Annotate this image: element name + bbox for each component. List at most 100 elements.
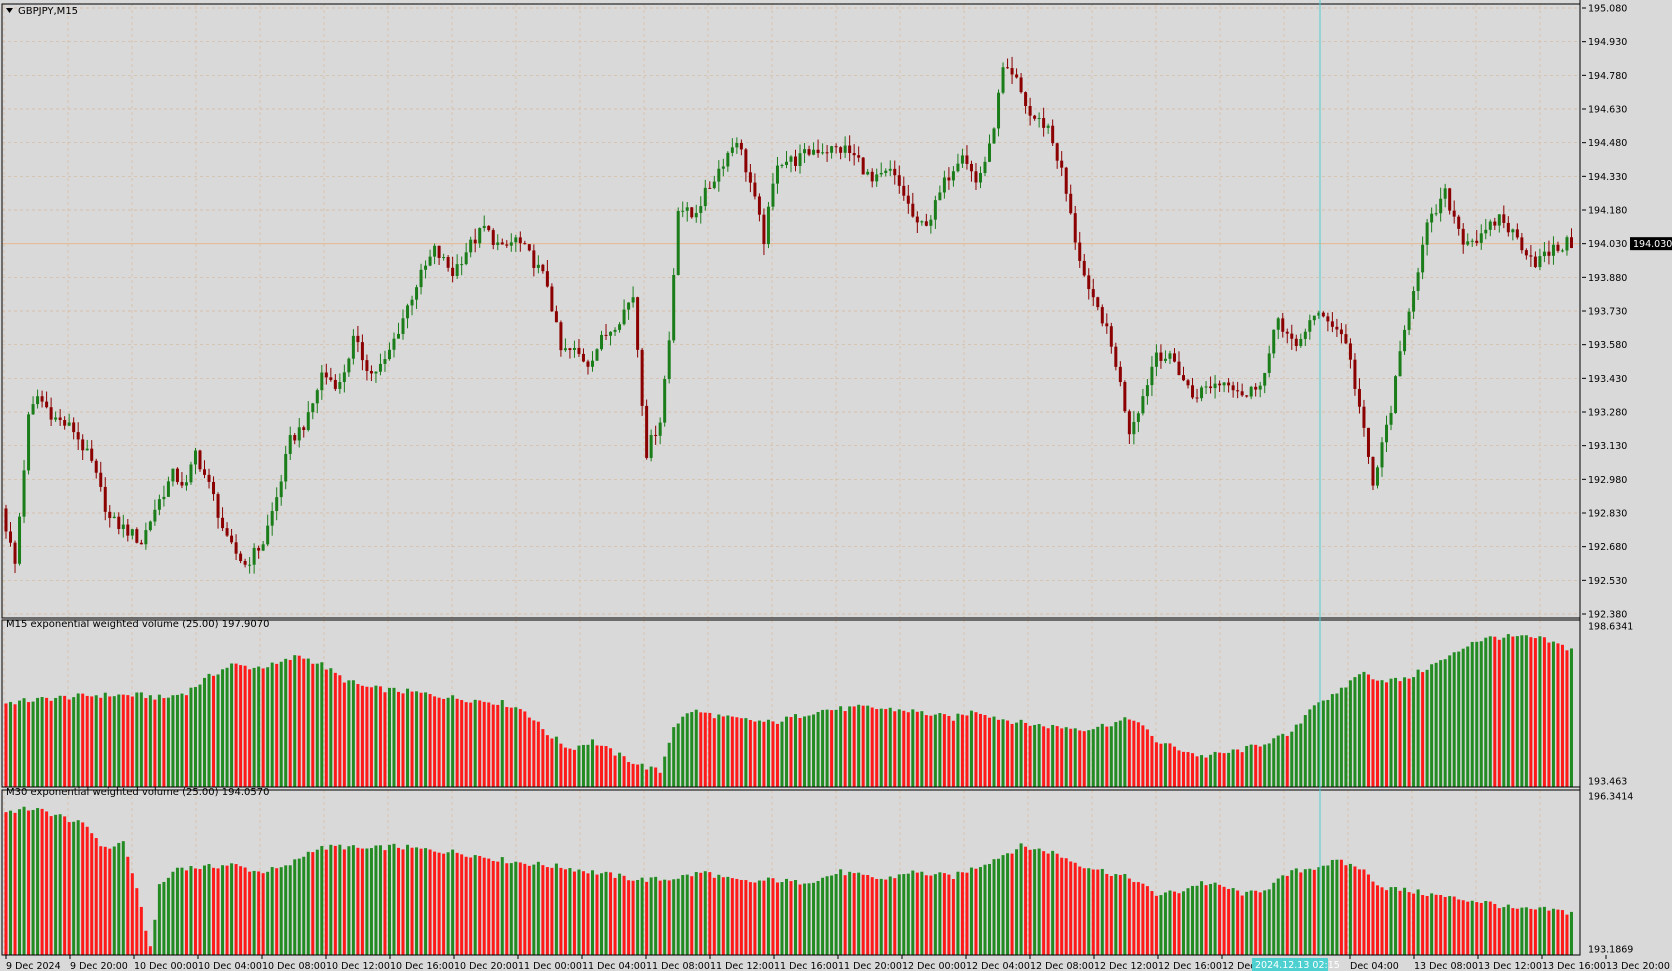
volume-bar: [1556, 643, 1560, 787]
volume-bar: [1069, 861, 1073, 955]
volume-bar: [397, 691, 400, 787]
volume-bar: [1524, 635, 1528, 787]
volume-bar: [1024, 846, 1028, 955]
volume-bar: [360, 685, 364, 787]
volume-bar: [1475, 902, 1479, 955]
volume-bar: [636, 764, 640, 787]
candle-body: [1303, 331, 1307, 339]
candle-body: [1240, 391, 1244, 396]
volume-bar: [1177, 750, 1181, 787]
volume-bar: [157, 694, 161, 787]
candle-body: [1249, 386, 1253, 397]
candle-body: [636, 297, 640, 350]
candle-body: [306, 412, 310, 430]
candle-body: [1488, 221, 1492, 230]
volume-bar: [1127, 719, 1131, 787]
volume-bar: [906, 712, 910, 787]
volume-bar: [988, 717, 992, 787]
volume-bar: [1209, 883, 1213, 955]
candle-body: [1236, 390, 1240, 392]
price-tick-label: 193.880: [1588, 273, 1627, 284]
symbol-title-group[interactable]: GBPJPY,M15: [6, 6, 78, 17]
volume-bar: [1249, 744, 1253, 787]
volume-bar: [1073, 728, 1077, 787]
volume-bar: [1551, 908, 1555, 955]
volume-bar: [1375, 885, 1379, 955]
volume-bar: [1339, 859, 1343, 955]
volume-bar: [1394, 677, 1398, 787]
volume-bar: [90, 696, 94, 787]
candle-body: [1096, 297, 1100, 308]
candle-body: [960, 155, 964, 164]
candle-body: [1227, 382, 1231, 386]
m30-volume-title: M30 exponential weighted volume (25.00) …: [6, 787, 269, 798]
candle-body: [1466, 241, 1470, 245]
volume-bar: [649, 877, 653, 955]
volume-bar: [1547, 642, 1551, 787]
candle-body: [1267, 353, 1271, 373]
volume-bar: [879, 708, 883, 787]
volume-bar: [1069, 728, 1073, 787]
chevron-down-icon[interactable]: [6, 8, 13, 13]
candle-body: [789, 156, 793, 162]
candle-body: [563, 348, 567, 351]
volume-bar: [72, 821, 76, 955]
volume-bar: [1425, 669, 1429, 787]
volume-bar: [1493, 636, 1497, 787]
volume-bar: [1100, 868, 1104, 955]
volume-bar: [1569, 911, 1573, 955]
volume-bar: [1385, 890, 1389, 955]
volume-bar: [1443, 896, 1447, 955]
candle-body: [825, 152, 829, 154]
volume-bar: [1430, 893, 1434, 955]
volume-bar: [1172, 746, 1176, 787]
volume-bar: [951, 720, 955, 787]
volume-bar: [915, 872, 919, 955]
candle-body: [419, 269, 423, 288]
volume-bar: [672, 727, 676, 787]
volume-bar: [933, 714, 937, 787]
volume-bar: [663, 756, 667, 787]
candle-body: [839, 147, 843, 153]
candle-body: [654, 434, 658, 436]
volume-bar: [699, 872, 703, 955]
volume-bar: [1001, 855, 1005, 955]
candle-body: [1330, 321, 1334, 327]
volume-bar: [130, 696, 134, 787]
candle-body: [618, 324, 622, 330]
volume-bar: [437, 852, 441, 955]
volume-bar: [1439, 895, 1443, 955]
volume-bar: [712, 718, 716, 787]
volume-bar: [518, 709, 522, 787]
volume-bar: [532, 720, 536, 787]
candle-body: [879, 172, 883, 175]
volume-bar: [888, 876, 892, 955]
volume-bar: [1100, 723, 1104, 787]
candle-body: [1497, 214, 1501, 226]
candle-body: [293, 435, 297, 441]
volume-bar: [816, 880, 820, 955]
time-tick-label: 11 Dec 12:00: [710, 961, 774, 971]
volume-bar: [175, 694, 179, 787]
candle-body: [1191, 385, 1195, 398]
volume-bar: [947, 715, 951, 787]
volume-bar: [212, 867, 216, 955]
candle-body: [812, 149, 816, 155]
time-tick-label: 10 Dec 08:00: [262, 961, 326, 971]
volume-bar: [1204, 885, 1208, 955]
volume-bar: [563, 869, 567, 955]
volume-bar: [248, 871, 252, 955]
candle-body: [1213, 383, 1217, 389]
price-tick-label: 194.930: [1588, 37, 1627, 48]
candle-body: [302, 427, 306, 430]
candle-body: [572, 347, 576, 351]
volume-bar: [735, 717, 739, 787]
time-tick-label: 10 Dec 00:00: [134, 961, 198, 971]
volume-bar: [807, 715, 811, 787]
volume-bar: [306, 851, 310, 955]
candle-body: [942, 177, 946, 193]
volume-bar: [812, 882, 816, 955]
volume-bar: [1569, 648, 1573, 787]
